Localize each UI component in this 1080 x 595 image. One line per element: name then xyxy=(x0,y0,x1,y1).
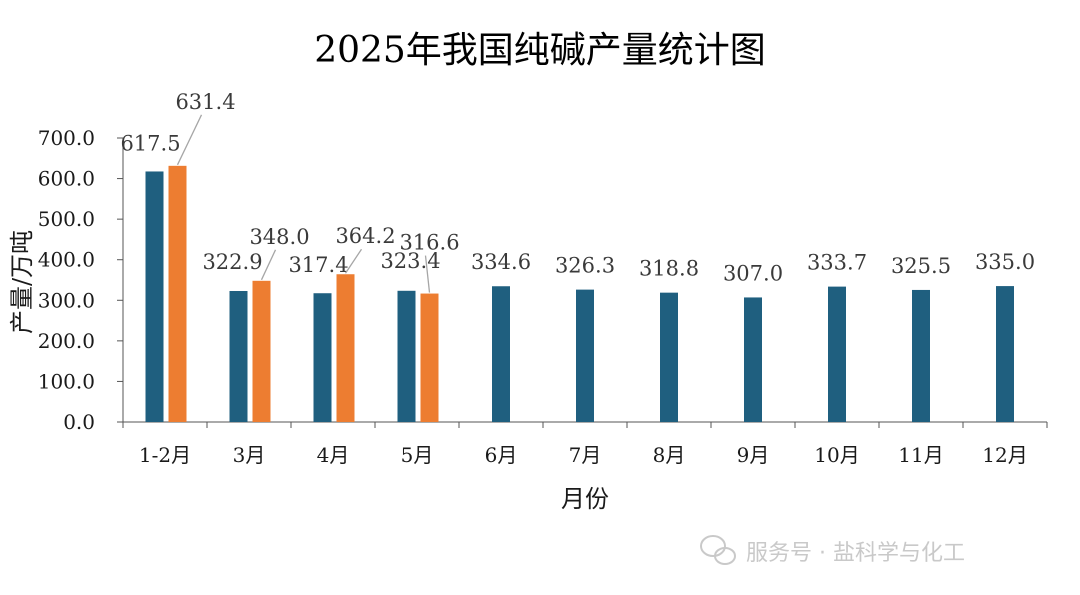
y-tick-label: 200.0 xyxy=(38,329,95,353)
bar-series-2 xyxy=(252,280,271,422)
data-label-series-1: 617.5 xyxy=(120,131,180,155)
leader-line xyxy=(344,248,363,274)
data-label-series-1: 325.5 xyxy=(891,254,951,278)
bar-series-1 xyxy=(660,292,678,422)
bar-series-1 xyxy=(744,297,762,422)
y-tick-label: 0.0 xyxy=(63,410,95,434)
x-axis-label: 月份 xyxy=(561,485,609,513)
bar-series-1 xyxy=(145,171,164,422)
data-label-series-1: 318.8 xyxy=(639,257,699,281)
data-label-series-1: 307.0 xyxy=(723,261,783,285)
bar-series-2 xyxy=(168,165,187,422)
x-tick-label: 7月 xyxy=(569,443,602,467)
bar-series-1 xyxy=(229,290,248,422)
x-tick-label: 12月 xyxy=(982,443,1027,467)
data-label-series-1: 326.3 xyxy=(555,254,615,278)
x-tick-label: 1-2月 xyxy=(139,443,191,467)
y-tick-label: 300.0 xyxy=(38,288,95,312)
data-label-series-1: 322.9 xyxy=(202,250,262,274)
x-tick-label: 9月 xyxy=(737,443,770,467)
x-tick-label: 6月 xyxy=(485,443,518,467)
bar-series-2 xyxy=(420,293,439,422)
watermark-text: 服务号 · 盐科学与化工 xyxy=(746,541,965,566)
bar-series-1 xyxy=(397,290,416,422)
x-tick-label: 8月 xyxy=(653,443,686,467)
x-tick-label: 5月 xyxy=(401,443,434,467)
y-tick-label: 600.0 xyxy=(38,167,95,191)
bar-series-1 xyxy=(912,289,930,422)
bar-series-1 xyxy=(576,289,594,422)
data-label-series-1: 333.7 xyxy=(807,251,867,275)
y-tick-label: 700.0 xyxy=(38,126,95,150)
y-axis-label: 产量/万吨 xyxy=(8,230,36,334)
leader-line xyxy=(176,114,203,166)
leader-line xyxy=(424,255,431,293)
bar-series-2 xyxy=(336,274,355,422)
data-label-series-2: 364.2 xyxy=(335,224,395,248)
data-label-series-1: 317.4 xyxy=(288,253,348,277)
y-tick-label: 400.0 xyxy=(38,248,95,272)
bar-series-1 xyxy=(828,286,846,422)
plot-area: 0.0 100.0 200.0 300.0 400.0 500.0 600.0 700.0 1-… xyxy=(38,90,1048,467)
leader-line xyxy=(260,249,277,281)
bar-series-1 xyxy=(313,293,332,422)
data-label-series-2: 316.6 xyxy=(399,231,459,255)
y-tick-label: 500.0 xyxy=(38,207,95,231)
y-tick-label: 100.0 xyxy=(38,369,95,393)
x-tick-label: 10月 xyxy=(814,443,859,467)
chart-title: 2025年我国纯碱产量统计图 xyxy=(314,30,766,71)
x-tick-label: 4月 xyxy=(317,443,350,467)
data-label-series-1: 323.4 xyxy=(380,249,440,273)
data-label-series-1: 335.0 xyxy=(975,250,1035,274)
bar-series-1 xyxy=(492,286,510,422)
watermark: 服务号 · 盐科学与化工 xyxy=(700,535,965,566)
data-label-series-2: 348.0 xyxy=(249,225,309,249)
wechat-icon xyxy=(700,535,736,565)
data-label-series-2: 631.4 xyxy=(175,90,235,114)
data-label-series-1: 334.6 xyxy=(471,250,531,274)
x-tick-label: 11月 xyxy=(898,443,943,467)
x-tick-label: 3月 xyxy=(233,443,266,467)
bar-series-1 xyxy=(996,286,1014,422)
